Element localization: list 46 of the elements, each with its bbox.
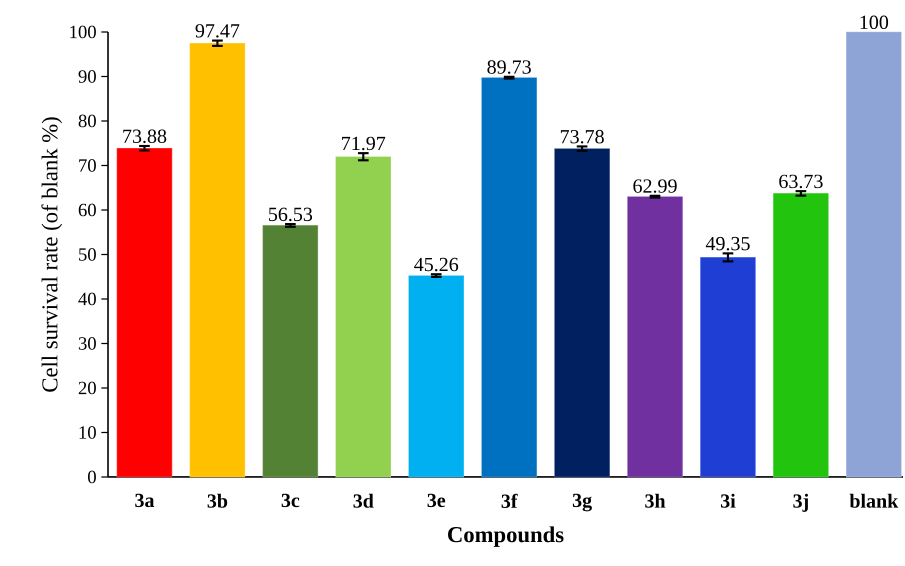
data-label: 89.73 — [487, 60, 531, 74]
x-tick-label: 3f — [502, 494, 518, 508]
y-axis-title: Cell survival rate (of blank %) — [41, 117, 62, 392]
y-tick-label: 20 — [78, 382, 96, 394]
y-tick-label: 70 — [79, 159, 96, 172]
x-tick-label: 3j — [793, 494, 808, 512]
bar — [846, 32, 902, 478]
x-tick-label: 3h — [645, 494, 666, 508]
bar — [627, 196, 683, 478]
y-tick-label: 10 — [80, 426, 96, 439]
y-tick-label: 60 — [78, 204, 96, 216]
data-label: 62.99 — [633, 179, 677, 193]
y-tick-label: 40 — [78, 292, 96, 306]
x-tick-label: 3i — [720, 494, 736, 508]
data-label: 49.35 — [706, 236, 750, 250]
y-tick-label: 0 — [88, 470, 96, 484]
bar — [700, 257, 756, 478]
y-tick-label: 30 — [78, 337, 96, 350]
data-label: 73.88 — [123, 129, 166, 144]
data-label: 45.26 — [414, 258, 458, 272]
data-label: 71.97 — [342, 136, 386, 150]
y-tick-label: 50 — [79, 248, 96, 261]
x-axis-title: Compounds — [448, 526, 564, 547]
data-label: 63.73 — [779, 174, 823, 188]
x-tick-label: 3e — [428, 494, 446, 508]
y-tick-label: 90 — [78, 70, 96, 83]
x-tick-label: blank — [850, 494, 898, 508]
data-label: 73.78 — [560, 130, 604, 144]
bar — [336, 156, 392, 478]
bar — [408, 275, 464, 478]
bar — [190, 42, 246, 478]
x-tick-label: 3a — [135, 494, 154, 508]
data-label: 100 — [860, 16, 888, 30]
bar — [554, 148, 610, 478]
bar — [481, 77, 537, 478]
x-tick-label: 3c — [282, 494, 300, 508]
y-tick-label: 100 — [70, 26, 96, 38]
y-tick-label: 80 — [78, 114, 96, 128]
data-label: 56.53 — [269, 208, 312, 222]
bar — [116, 148, 172, 478]
bar — [773, 193, 829, 478]
x-tick-label: 3b — [208, 494, 228, 508]
x-tick-label: 3g — [572, 494, 592, 512]
x-tick-label: 3d — [353, 494, 374, 508]
bar — [262, 225, 318, 478]
data-label: 97.47 — [196, 24, 240, 38]
